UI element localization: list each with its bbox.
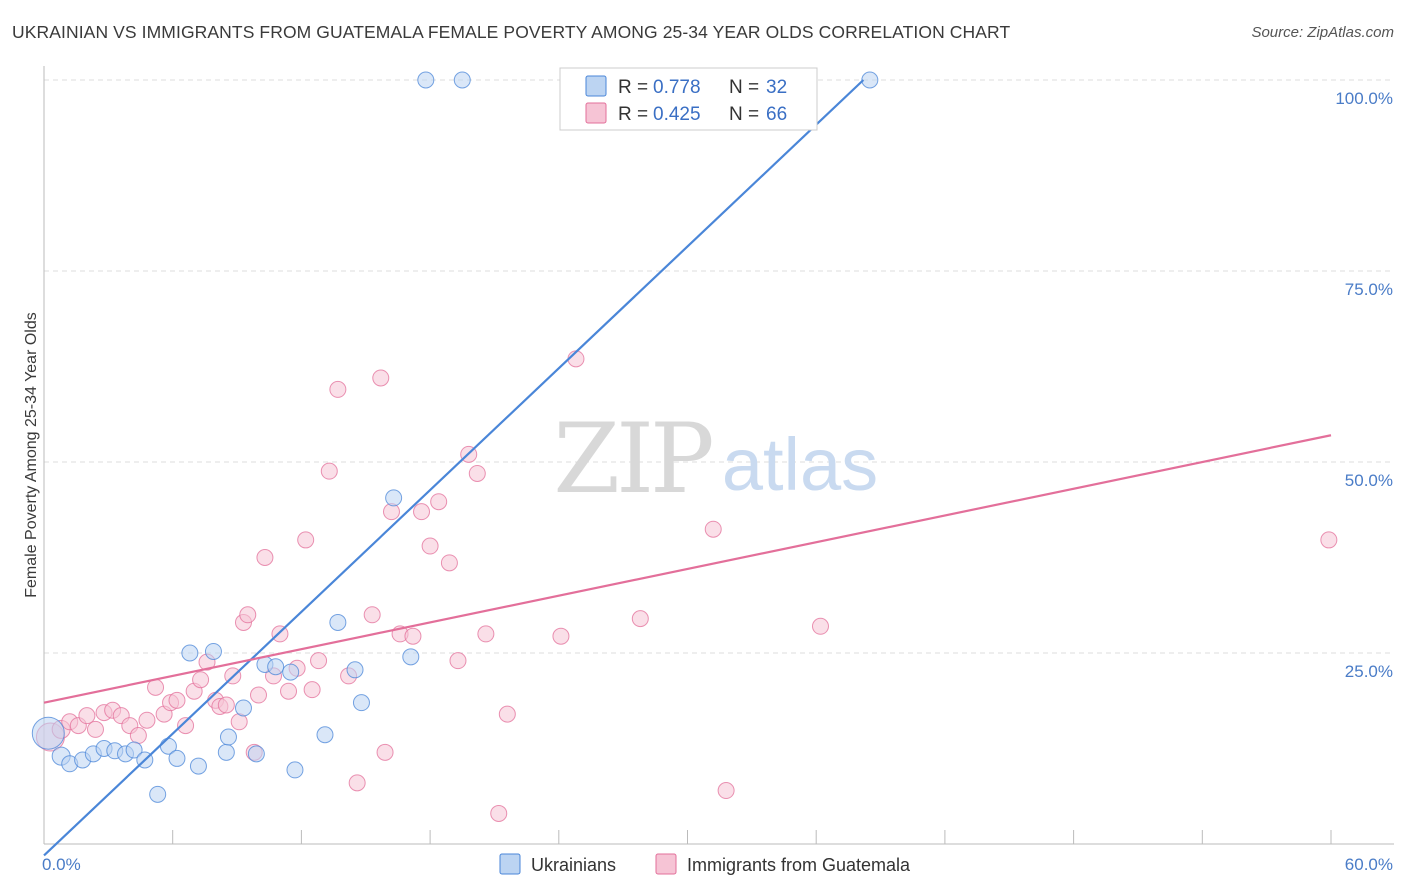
ukrainian-point-27 — [352, 694, 370, 712]
legend-n-label-blue: N = — [729, 77, 759, 98]
ukrainian-point-23 — [286, 761, 304, 779]
y-tick-label-2: 50.0% — [1345, 471, 1393, 490]
guatemala-point-37 — [320, 462, 338, 480]
bottom-legend-label-blue: Ukrainians — [531, 855, 616, 875]
guatemala-point-56 — [498, 705, 516, 723]
watermark: ZIP atlas — [553, 403, 878, 515]
y-tick-label-1: 75.0% — [1345, 280, 1393, 299]
ukrainian-point-24 — [316, 726, 334, 744]
y-axis-label: Female Poverty Among 25-34 Year Olds — [23, 312, 40, 598]
guatemala-point-15 — [168, 691, 186, 709]
guatemala-point-43 — [376, 743, 394, 761]
ukrainian-point-18 — [234, 699, 252, 717]
ukrainian-point-25 — [329, 613, 347, 631]
guatemala-point-36 — [310, 652, 328, 670]
y-tick-label-3: 25.0% — [1345, 662, 1393, 681]
ukrainian-point-30 — [417, 71, 435, 89]
guatemala-point-32 — [280, 682, 298, 700]
guatemala-point-35 — [303, 681, 321, 699]
guatemala-point-11 — [138, 711, 156, 729]
ukrainian-point-10 — [149, 785, 167, 803]
ukrainian-point-8 — [125, 741, 143, 759]
guatemala-point-55 — [490, 804, 508, 822]
legend-n-value-blue: 32 — [766, 77, 787, 98]
guatemala-point-41 — [363, 606, 381, 624]
legend-r-label-pink: R = — [618, 104, 648, 125]
legend-n-value-pink: 66 — [766, 104, 787, 125]
guatemala-point-18 — [192, 671, 210, 689]
guatemala-point-57 — [552, 627, 570, 645]
y-tick-label-0: 100.0% — [1335, 89, 1393, 108]
watermark-zip: ZIP — [553, 403, 712, 515]
bottom-legend-swatch-blue — [499, 853, 521, 875]
guatemala-point-60 — [704, 520, 722, 538]
bottom-legend-swatch-pink — [655, 853, 677, 875]
guatemala-point-63 — [1320, 531, 1338, 549]
grid-lines — [44, 79, 1394, 654]
tick-labels: 100.0% 75.0% 50.0% 25.0% 0.0% 60.0% — [42, 89, 1393, 874]
bottom-legend: Ukrainians Immigrants from Guatemala — [499, 853, 911, 875]
axes — [43, 66, 1394, 845]
legend-swatch-blue — [585, 75, 607, 97]
guatemala-point-61 — [717, 782, 735, 800]
ukrainian-point-15 — [204, 642, 222, 660]
guatemala-point-34 — [297, 531, 315, 549]
bottom-legend-label-pink: Immigrants from Guatemala — [687, 855, 911, 875]
guatemala-point-10 — [129, 727, 147, 745]
ukrainian-point-21 — [267, 658, 285, 676]
ukrainian-point-0 — [31, 716, 65, 750]
ukrainian-point-16 — [217, 743, 235, 761]
guatemala-point-42 — [372, 369, 390, 387]
guatemala-point-38 — [329, 380, 347, 398]
ukrainian-point-13 — [181, 644, 199, 662]
guatemala-point-4 — [78, 707, 96, 725]
guatemala-point-26 — [239, 606, 257, 624]
guatemala-point-31 — [271, 625, 289, 643]
legend-swatch-pink — [585, 102, 607, 124]
ukrainian-point-28 — [385, 489, 403, 507]
guatemala-point-49 — [430, 493, 448, 511]
x-tick-label-0: 0.0% — [42, 855, 81, 874]
guatemala-point-62 — [811, 617, 829, 635]
ukrainian-point-14 — [189, 757, 207, 775]
ukrainian-point-17 — [219, 728, 237, 746]
guatemala-point-12 — [147, 678, 165, 696]
source-label: Source: ZipAtlas.com — [1251, 24, 1394, 41]
ukrainian-point-12 — [168, 749, 186, 767]
guatemala-point-28 — [250, 686, 267, 704]
ukrainian-point-19 — [247, 745, 265, 763]
guatemala-trend-line — [43, 434, 1332, 704]
watermark-atlas: atlas — [722, 423, 878, 506]
chart-title: UKRAINIAN VS IMMIGRANTS FROM GUATEMALA F… — [12, 22, 1011, 42]
ukrainian-point-32 — [861, 71, 879, 89]
guatemala-point-5 — [86, 720, 104, 738]
guatemala-point-50 — [440, 554, 458, 572]
ukrainian-trend-line — [43, 79, 865, 857]
ukrainian-point-22 — [282, 663, 300, 681]
guatemala-point-29 — [256, 549, 274, 566]
legend-r-value-pink: 0.425 — [653, 104, 701, 125]
ukrainian-point-31 — [453, 71, 471, 89]
guatemala-point-54 — [477, 625, 495, 643]
ukrainian-point-26 — [346, 661, 364, 679]
guatemala-point-48 — [421, 537, 439, 555]
ukrainian-point-29 — [402, 648, 420, 666]
x-tick-label-1: 60.0% — [1345, 855, 1393, 874]
guatemala-point-47 — [413, 503, 431, 521]
guatemala-point-51 — [449, 652, 467, 670]
guatemala-point-46 — [404, 627, 422, 645]
guatemala-point-59 — [631, 610, 649, 628]
guatemala-point-40 — [348, 774, 366, 792]
guatemala-point-53 — [468, 464, 486, 482]
guatemala-point-16 — [177, 717, 195, 735]
legend-r-value-blue: 0.778 — [653, 77, 701, 98]
guatemala-point-22 — [217, 696, 235, 714]
top-legend: R = 0.778 N = 32 R = 0.425 N = 66 — [559, 67, 818, 131]
legend-r-label-blue: R = — [618, 77, 648, 98]
trend-lines — [43, 79, 1332, 857]
legend-n-label-pink: N = — [729, 104, 759, 125]
